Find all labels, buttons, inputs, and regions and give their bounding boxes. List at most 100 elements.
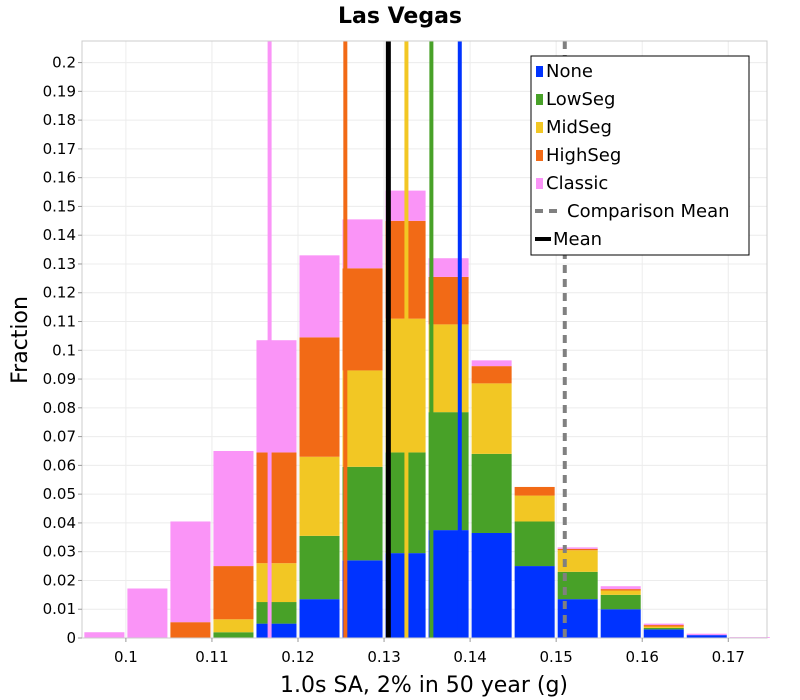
bar-none-14 [686,635,727,638]
bar-lowseg-8 [428,412,469,531]
legend-label-comparison-mean: Comparison Mean [567,201,730,222]
bar-lowseg-10 [514,521,555,567]
y-tick-label-5: 0.05 [43,485,76,503]
bar-none-10 [514,566,555,638]
legend-label-highseg: HighSeg [546,145,621,166]
bar-highseg-13 [643,625,684,627]
bar-none-8 [428,530,469,638]
bar-lowseg-9 [471,453,512,533]
legend-label-midseg: MidSeg [546,117,612,138]
bar-midseg-12 [600,590,641,595]
bar-none-5 [299,599,340,638]
x-axis-label: 1.0s SA, 2% in 50 year (g) [280,673,568,698]
y-tick-label-18: 0.18 [43,111,76,129]
bar-lowseg-6 [342,466,383,561]
legend-label-none: None [546,61,593,82]
x-tick-label-6: 0.16 [626,648,659,666]
bar-midseg-3 [213,619,254,633]
bar-classic-12 [600,586,641,590]
y-tick-label-17: 0.17 [43,140,76,158]
y-tick-label-11: 0.11 [43,313,76,331]
y-tick-label-9: 0.09 [43,370,76,388]
mean-lines [267,41,567,638]
x-tick-label-3: 0.13 [367,648,400,666]
x-tick-label-7: 0.17 [712,648,745,666]
bar-lowseg-13 [643,627,684,630]
y-tick-label-20: 0.2 [52,54,76,72]
bar-none-9 [471,532,512,638]
bar-highseg-9 [471,366,512,384]
bar-classic-1 [127,588,168,638]
bar-classic-0 [84,632,125,638]
bar-classic-5 [299,255,340,338]
bar-lowseg-4 [256,602,297,624]
legend-swatch-highseg [536,150,543,161]
bar-lowseg-5 [299,535,340,600]
bar-classic-8 [428,258,469,277]
bar-none-4 [256,623,297,638]
bar-highseg-11 [557,548,598,551]
bar-none-13 [643,629,684,638]
legend-swatch-midseg [536,122,543,133]
legend-box [530,55,750,256]
bar-midseg-6 [342,370,383,467]
y-tick-label-19: 0.19 [43,82,76,100]
bar-midseg-4 [256,563,297,603]
bar-classic-9 [471,360,512,367]
y-tick-label-0: 0 [66,629,76,647]
bar-midseg-9 [471,383,512,454]
bar-midseg-11 [557,550,598,572]
bar-classic-2 [170,521,211,623]
y-tick-label-6: 0.06 [43,456,76,474]
bar-highseg-4 [256,452,297,564]
y-tick-label-8: 0.08 [43,399,76,417]
x-tick-label-5: 0.15 [539,648,572,666]
y-tick-label-15: 0.15 [43,197,76,215]
y-tick-label-16: 0.16 [43,169,76,187]
y-tick-label-14: 0.14 [43,226,76,244]
y-tick-label-1: 0.01 [43,600,76,618]
y-tick-label-7: 0.07 [43,428,76,446]
bar-lowseg-12 [600,594,641,610]
y-tick-label-10: 0.1 [52,341,76,359]
bar-highseg-10 [514,486,555,496]
y-tick-label-3: 0.03 [43,543,76,561]
bar-highseg-8 [428,276,469,325]
y-tick-label-12: 0.12 [43,284,76,302]
legend: None LowSeg MidSeg HighSeg Classic Comparison… [530,55,750,256]
y-tick-label-13: 0.13 [43,255,76,273]
bar-highseg-2 [170,622,211,638]
x-tick-label-1: 0.11 [195,648,228,666]
x-tick-label-0: 0.1 [114,648,138,666]
bar-highseg-5 [299,337,340,457]
y-tick-label-4: 0.04 [43,514,76,532]
bar-lowseg-3 [213,632,254,638]
legend-label-lowseg: LowSeg [546,89,615,110]
bar-midseg-10 [514,495,555,522]
chart-title: Las Vegas [338,4,462,29]
plot-frame [81,40,768,639]
bar-highseg-6 [342,268,383,371]
bar-classic-3 [213,450,254,567]
x-tick-label-2: 0.12 [281,648,314,666]
legend-swatch-none [536,66,543,77]
bar-classic-14 [686,633,727,636]
bar-midseg-8 [428,324,469,413]
bar-midseg-5 [299,456,340,536]
bar-classic-11 [557,547,598,549]
bar-classic-4 [256,340,297,453]
x-axis-ticks: 0.1 0.11 0.12 0.13 0.14 0.15 0.16 0.17 [114,638,745,666]
y-tick-label-2: 0.02 [43,571,76,589]
legend-label-mean: Mean [553,229,602,250]
legend-swatch-lowseg [536,94,543,105]
bar-highseg-3 [213,566,254,620]
bar-classic-6 [342,219,383,269]
bar-none-6 [342,560,383,638]
bar-classic-13 [643,623,684,626]
bars [84,190,770,638]
bar-none-12 [600,609,641,638]
legend-swatch-classic [536,178,543,189]
y-axis-label: Fraction [8,296,33,384]
bar-midseg-13 [643,626,684,628]
